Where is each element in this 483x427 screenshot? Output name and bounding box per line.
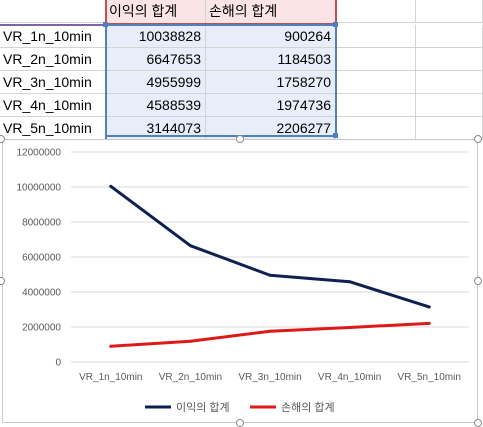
range-resize-handle[interactable] (103, 22, 108, 27)
chart-resize-handle[interactable] (474, 135, 482, 143)
profit-value-cell[interactable]: 10038828 (106, 25, 206, 48)
x-tick-label: VR_4n_10min (318, 372, 381, 383)
series-line-1[interactable] (109, 184, 431, 309)
empty-cell[interactable] (416, 71, 483, 94)
chart-resize-handle[interactable] (0, 277, 5, 285)
y-tick-label: 2000000 (22, 323, 61, 334)
loss-value-cell[interactable]: 1184503 (206, 48, 336, 71)
loss-value-cell[interactable]: 900264 (206, 25, 336, 48)
legend-label: 이익의 합계 (176, 401, 230, 414)
empty-cell[interactable] (416, 0, 483, 23)
y-tick-label: 6000000 (22, 253, 61, 264)
header-empty-cell[interactable] (0, 0, 106, 23)
data-point (348, 280, 352, 284)
data-point (188, 339, 192, 343)
data-point (348, 325, 352, 329)
y-tick-label: 12000000 (17, 148, 62, 159)
row-label-cell[interactable]: VR_4n_10min (0, 94, 106, 117)
x-tick-label: VR_1n_10min (79, 372, 142, 383)
row-label-cell[interactable]: VR_5n_10min (0, 117, 106, 140)
loss-value-cell[interactable]: 1758270 (206, 71, 336, 94)
data-point (188, 244, 192, 248)
empty-cell[interactable] (416, 117, 483, 140)
chart-plot: 0 2000000 4000000 6000000 8000000 10000000 120… (17, 148, 469, 414)
data-point (268, 329, 272, 333)
data-point (268, 273, 272, 277)
profit-value-cell[interactable]: 3144073 (106, 117, 206, 140)
range-resize-handle[interactable] (333, 22, 338, 27)
chart-resize-handle[interactable] (0, 135, 5, 143)
profit-value-cell[interactable]: 4588539 (106, 94, 206, 117)
header-cell-loss[interactable]: 손해의 합계 (206, 0, 336, 25)
data-point (109, 184, 113, 188)
empty-cell[interactable] (336, 117, 416, 140)
chart-resize-handle[interactable] (474, 277, 482, 285)
empty-cell[interactable] (336, 94, 416, 117)
y-tick-label: 4000000 (22, 288, 61, 299)
row-label-cell[interactable]: VR_2n_10min (0, 48, 106, 71)
empty-cell[interactable] (336, 48, 416, 71)
x-tick-label: VR_5n_10min (398, 372, 461, 383)
x-tick-label: VR_3n_10min (238, 372, 301, 383)
y-tick-label: 10000000 (17, 183, 62, 194)
line-chart[interactable]: 0 2000000 4000000 6000000 8000000 10000000 120… (2, 139, 478, 423)
y-tick-label: 0 (55, 358, 61, 369)
legend-label: 손해의 합계 (281, 400, 335, 414)
empty-cell[interactable] (336, 25, 416, 48)
range-resize-handle[interactable] (333, 133, 338, 138)
data-point (427, 321, 431, 325)
data-point (427, 305, 431, 309)
row-label-cell[interactable]: VR_1n_10min (0, 25, 106, 48)
spreadsheet-grid: 이익의 합계 손해의 합계 VR_1n_10min 10038828 90026… (0, 0, 483, 141)
empty-cell[interactable] (416, 48, 483, 71)
chart-resize-handle[interactable] (236, 135, 244, 143)
profit-value-cell[interactable]: 4955999 (106, 71, 206, 94)
profit-value-cell[interactable]: 6647653 (106, 48, 206, 71)
empty-cell[interactable] (416, 25, 483, 48)
data-point (109, 344, 113, 348)
y-tick-label: 8000000 (22, 218, 61, 229)
loss-value-cell[interactable]: 2206277 (206, 117, 336, 140)
empty-cell[interactable] (416, 94, 483, 117)
x-tick-label: VR_2n_10min (159, 372, 222, 383)
row-label-cell[interactable]: VR_3n_10min (0, 71, 106, 94)
header-cell-profit[interactable]: 이익의 합계 (106, 0, 206, 25)
loss-value-cell[interactable]: 1974736 (206, 94, 336, 117)
empty-cell[interactable] (336, 0, 416, 23)
empty-cell[interactable] (336, 71, 416, 94)
